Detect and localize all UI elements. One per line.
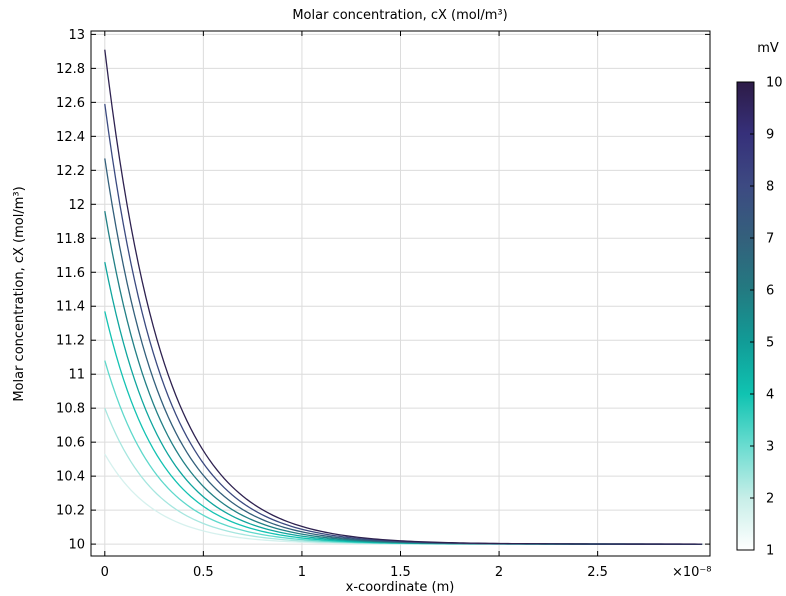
x-tick-label: 0.5 (193, 565, 214, 580)
colorbar-tick-label: 10 (766, 76, 783, 91)
x-tick-label: 2.5 (587, 565, 608, 580)
colorbar-tick-label: 5 (766, 336, 774, 351)
x-tick-label: 1.5 (390, 565, 411, 580)
colorbar-label: mV (757, 41, 779, 56)
colorbar-tick-label: 7 (766, 232, 774, 247)
series-line-3 (104, 360, 703, 545)
y-tick-label: 12.4 (56, 130, 85, 145)
y-tick-label: 11.2 (56, 334, 85, 349)
y-tick-label: 10.6 (56, 436, 85, 451)
y-tick-label: 10.2 (56, 504, 85, 519)
chart-title: Molar concentration, cX (mol/m³) (292, 8, 507, 23)
y-tick-label: 12.6 (56, 96, 85, 111)
x-tick-label: 2 (495, 565, 503, 580)
series-line-9 (104, 49, 703, 545)
series-line-5 (104, 261, 703, 545)
y-tick-label: 11.8 (56, 232, 85, 247)
y-tick-label: 11.4 (56, 300, 85, 315)
series-line-7 (104, 158, 703, 545)
colorbar-tick-label: 4 (766, 388, 774, 403)
colorbar-tick-label: 3 (766, 440, 774, 455)
colorbar-tick-label: 8 (766, 180, 774, 195)
y-tick-label: 11.6 (56, 266, 85, 281)
x-tick-label: 1 (298, 565, 306, 580)
colorbar-tick-label: 2 (766, 492, 774, 507)
colorbar (736, 81, 755, 551)
y-tick-label: 12.8 (56, 62, 85, 77)
y-tick-label: 12.2 (56, 164, 85, 179)
series-line-4 (104, 311, 703, 545)
x-multiplier: ×10⁻⁸ (672, 565, 712, 580)
y-tick-label: 12 (68, 198, 85, 213)
colorbar-tick-label: 6 (766, 284, 774, 299)
series-line-6 (104, 210, 703, 545)
x-axis: 0 0.5 1 1.5 2 2.5 (101, 31, 608, 580)
x-axis-label: x-coordinate (m) (346, 580, 455, 595)
y-tick-label: 10.8 (56, 402, 85, 417)
y-tick-label: 11 (68, 368, 85, 383)
x-tick-label: 0 (101, 565, 109, 580)
y-tick-label: 10.4 (56, 470, 85, 485)
grid-lines (91, 31, 710, 556)
y-tick-label: 13 (68, 28, 85, 43)
curves (104, 49, 703, 545)
y-axis-label: Molar concentration, cX (mol/m³) (12, 186, 27, 401)
y-tick-label: 10 (68, 538, 85, 553)
y-axis: 10 10.2 10.4 10.6 10.8 11 11.2 11.4 11.6 11.8 12 12… (56, 28, 710, 553)
colorbar-ticks: 1 2 3 4 5 6 7 8 9 10 (750, 76, 783, 559)
colorbar-tick-label: 9 (766, 128, 774, 143)
colorbar-tick-label: 1 (766, 544, 774, 559)
